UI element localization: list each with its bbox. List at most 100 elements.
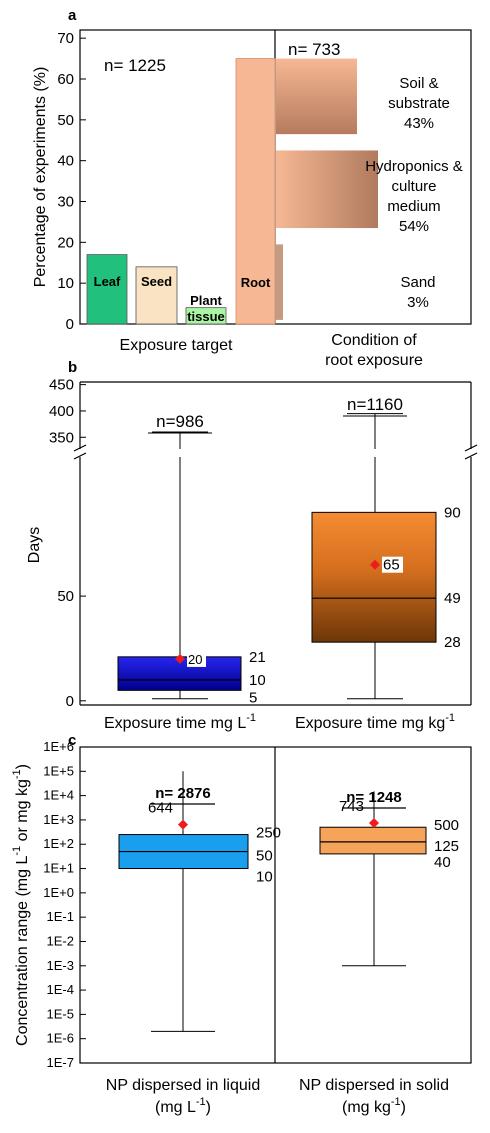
panel-c-ylabel: Concentration range (mg L-1 or mg kg-1) — [11, 764, 31, 1046]
panel-c-ytick-label: 1E-5 — [47, 1006, 74, 1021]
bar-plant-tissue — [185, 307, 227, 325]
panel-a-xlabel-right-line1: Condition of — [331, 332, 417, 349]
panel-b-xlabel-1: Exposure time mg L-1 — [104, 712, 256, 732]
panel-a-ytick-label: 50 — [57, 112, 74, 129]
root-exposure-bar-1 — [276, 150, 378, 229]
q3-label: 21 — [249, 649, 266, 666]
panel-b: 350 400 450 0 50 Days 20 21 105 n=986 65 90 49 28 n=… — [26, 377, 478, 732]
root-exposure-bar-0 — [276, 58, 357, 135]
panel-c-ytick-label: 1E-4 — [47, 982, 74, 997]
axis-break-mark — [464, 452, 478, 460]
n-label: n=986 — [156, 412, 204, 431]
axis-break-mark — [73, 452, 87, 460]
panel-c: 1E-7 1E-6 1E-5 1E-4 1E-3 1E-2 1E-1 1E+0 1E+1 1E+2… — [11, 739, 472, 1116]
panel-a-ylabel: Percentage of experiments (%) — [32, 67, 49, 288]
q3-label: 500 — [434, 817, 459, 834]
panel-c-ytick-label: 1E-2 — [47, 933, 74, 948]
box-iqr — [319, 826, 427, 855]
box-iqr — [311, 511, 437, 643]
panel-letter-c: c — [68, 732, 76, 749]
root-exposure-label: Soil & — [399, 75, 438, 92]
panel-c-ytick-label: 1E+2 — [43, 836, 74, 851]
root-exposure-label: substrate — [388, 95, 450, 112]
panel-c-xlabel-1-line1: NP dispersed in liquid — [106, 1077, 260, 1094]
q1-label: 10 — [256, 869, 273, 886]
q1-label: 5 — [249, 689, 257, 706]
root-exposure-label: culture — [391, 178, 436, 195]
panel-c-xlabel-1-line2: (mg L-1) — [155, 1096, 211, 1116]
panel-a-n-left: n= 1225 — [104, 56, 166, 75]
panel-a-ytick-label: 40 — [57, 153, 74, 170]
panel-a-ytick-label: 70 — [57, 30, 74, 47]
q3-label: 90 — [444, 504, 461, 521]
root-exposure-bar-2 — [276, 244, 283, 320]
panel-c-ytick-label: 1E+3 — [43, 812, 74, 827]
panel-a: 0 10 20 30 40 50 60 70 Percentage of experiment… — [32, 29, 472, 369]
mean-label: 20 — [188, 652, 202, 667]
panel-b-ylabel: Days — [26, 527, 43, 563]
panel-c-ytick-label: 1E+5 — [43, 763, 74, 778]
panel-letter-a: a — [68, 7, 77, 24]
bar-root — [235, 58, 276, 325]
bar-label: Root — [241, 275, 271, 290]
panel-c-ytick-label: 1E+0 — [43, 885, 74, 900]
root-exposure-label: Hydroponics & — [365, 158, 463, 175]
panel-a-ytick-label: 30 — [57, 194, 74, 211]
panel-letter-b: b — [68, 359, 77, 376]
panel-a-n-right: n= 733 — [288, 40, 340, 59]
panel-a-ytick-label: 10 — [57, 275, 74, 292]
mean-label-bg — [382, 556, 403, 573]
panel-c-xlabel-2-line2: (mg kg-1) — [342, 1096, 406, 1116]
median-label: 10 — [249, 672, 266, 689]
bar-label: Plant — [190, 293, 222, 308]
q3-label: 250 — [256, 825, 281, 842]
panel-b-xlabel-2: Exposure time mg kg-1 — [295, 712, 455, 732]
root-exposure-label: 54% — [399, 218, 429, 235]
q1-label: 28 — [444, 634, 461, 651]
panel-c-ytick-label: 1E-1 — [47, 909, 74, 924]
panel-c-ytick-label: 1E+4 — [43, 788, 74, 803]
bar-seed — [135, 266, 178, 325]
panel-b-ytick-label: 400 — [49, 403, 74, 420]
n-label: n= 2876 — [155, 785, 210, 802]
axis-break-mark — [464, 444, 478, 452]
q1-label: 40 — [434, 854, 451, 871]
mean-marker — [178, 819, 188, 830]
panel-b-ytick-label: 350 — [49, 429, 74, 446]
panel-c-ytick-label: 1E+6 — [43, 739, 74, 754]
n-label: n= 1248 — [346, 789, 401, 806]
root-exposure-label: 43% — [404, 115, 434, 132]
mean-label: 65 — [383, 557, 400, 574]
panel-c-ytick-label: 1E-7 — [47, 1055, 74, 1070]
mean-label: 743 — [339, 798, 364, 815]
axis-break-mark — [73, 444, 87, 452]
panel-a-ytick-label: 0 — [66, 316, 74, 333]
panel-a-ytick-label: 60 — [57, 71, 74, 88]
n-label: n=1160 — [347, 395, 403, 414]
panel-a-xlabel-right-line2: root exposure — [325, 352, 423, 369]
panel-c-xlabel-2-line1: NP dispersed in solid — [299, 1077, 449, 1094]
panel-b-ytick-label: 50 — [57, 588, 74, 605]
mean-marker — [175, 653, 185, 664]
panel-b-ytick-label: 0 — [66, 693, 74, 710]
panel-c-ytick-label: 1E+1 — [43, 861, 74, 876]
bar-label: tissue — [187, 309, 225, 324]
bar-leaf — [86, 254, 128, 325]
bar-label: Leaf — [94, 274, 121, 289]
root-exposure-label: 3% — [407, 294, 429, 311]
mean-marker — [369, 818, 379, 829]
median-label: 49 — [444, 590, 461, 607]
root-exposure-label: Sand — [400, 274, 435, 291]
panel-a-xlabel-left: Exposure target — [120, 337, 234, 354]
panel-c-ytick-label: 1E-3 — [47, 958, 74, 973]
bar-label: Seed — [141, 274, 172, 289]
median-label: 50 — [256, 848, 273, 865]
mean-marker — [370, 559, 380, 570]
root-exposure-label: medium — [387, 198, 440, 215]
panel-c-ytick-label: 1E-6 — [47, 1031, 74, 1046]
median-label: 125 — [434, 838, 459, 855]
panel-a-ytick-label: 20 — [57, 234, 74, 251]
panel-b-ytick-label: 450 — [49, 377, 74, 394]
mean-label: 644 — [148, 800, 173, 817]
